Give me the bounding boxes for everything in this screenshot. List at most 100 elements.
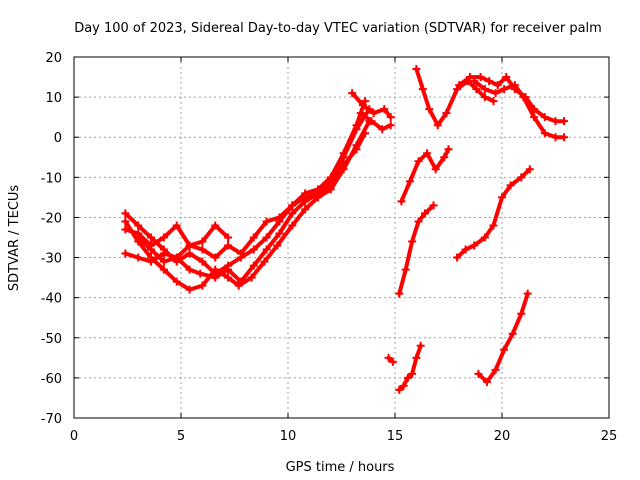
data-point [525, 165, 534, 174]
series-line [358, 111, 393, 132]
data-point [418, 85, 427, 94]
data-point [262, 233, 271, 242]
data-point [358, 101, 367, 110]
data-point [352, 121, 361, 130]
y-tick-label: -70 [41, 412, 62, 427]
data-point [247, 273, 256, 282]
data-point [378, 125, 387, 134]
data-point [489, 221, 498, 230]
y-tick-label: 0 [54, 131, 62, 146]
y-tick-label: -20 [41, 211, 62, 226]
data-point [326, 181, 335, 190]
data-point [159, 265, 168, 274]
data-point [493, 81, 502, 90]
series-3 [121, 105, 374, 278]
data-point [224, 241, 233, 250]
x-tick-label: 0 [70, 429, 78, 444]
data-point [159, 257, 168, 266]
data-series [121, 65, 569, 394]
data-point [395, 385, 404, 394]
data-point [275, 229, 284, 238]
data-point [288, 221, 297, 230]
data-point [224, 261, 233, 270]
data-point [472, 85, 481, 94]
data-point [388, 357, 397, 366]
data-point [408, 237, 417, 246]
data-point [185, 249, 194, 258]
chart-title: Day 100 of 2023, Sidereal Day-to-day VTE… [74, 21, 602, 36]
data-point [500, 85, 509, 94]
series-15 [470, 77, 569, 142]
data-point [172, 277, 181, 286]
data-point [172, 253, 181, 262]
data-point [412, 353, 421, 362]
axis-ticks: 0 5 10 15 20 25 -70 -60 -50 -40 -30 -20 -10 0 10 20 [41, 51, 618, 444]
data-point [420, 209, 429, 218]
data-point [198, 237, 207, 246]
data-point [508, 329, 517, 338]
series-9 [395, 341, 425, 394]
data-point [431, 165, 440, 174]
data-point [491, 89, 500, 98]
data-point [326, 173, 335, 182]
data-point [502, 73, 511, 82]
x-tick-label: 15 [387, 429, 404, 444]
data-point [412, 65, 421, 74]
data-point [429, 201, 438, 210]
data-point [198, 257, 207, 266]
data-point [211, 221, 220, 230]
data-point [249, 261, 258, 270]
data-point [442, 109, 451, 118]
series-13 [453, 165, 534, 262]
data-point [356, 109, 365, 118]
data-point [519, 93, 528, 102]
data-point [480, 93, 489, 102]
data-point [147, 233, 156, 242]
data-point [470, 77, 479, 86]
data-point [185, 265, 194, 274]
data-point [159, 233, 168, 242]
data-point [348, 89, 357, 98]
data-point [275, 213, 284, 222]
data-point [211, 253, 220, 262]
data-point [453, 253, 462, 262]
y-tick-label: 10 [45, 91, 62, 106]
data-point [262, 245, 271, 254]
data-point [386, 113, 395, 122]
data-point [523, 289, 532, 298]
data-point [408, 369, 417, 378]
series-line [414, 67, 496, 128]
series-4 [134, 97, 370, 266]
data-point [489, 97, 498, 106]
x-axis-label: GPS time / hours [286, 460, 395, 475]
data-point [134, 221, 143, 230]
y-tick-label: 20 [45, 51, 62, 66]
data-point [386, 121, 395, 130]
data-point [172, 221, 181, 230]
data-point [440, 153, 449, 162]
data-point [301, 189, 310, 198]
data-point [384, 353, 393, 362]
y-tick-label: -30 [41, 252, 62, 267]
data-point [423, 149, 432, 158]
series-line [123, 107, 372, 276]
data-point [530, 113, 539, 122]
x-tick-label: 10 [280, 429, 297, 444]
data-point [121, 217, 130, 226]
data-point [147, 241, 156, 250]
data-point [260, 257, 269, 266]
data-point [510, 81, 519, 90]
data-point [540, 113, 549, 122]
series-16 [474, 289, 532, 386]
y-tick-label: -60 [41, 372, 62, 387]
y-axis-label: SDTVAR / TECUs [7, 185, 22, 292]
data-point [403, 373, 412, 382]
data-point [198, 245, 207, 254]
data-point [134, 229, 143, 238]
data-point [425, 105, 434, 114]
data-point [498, 193, 506, 202]
data-point [414, 157, 423, 166]
data-point [474, 369, 483, 378]
data-point [416, 341, 425, 350]
